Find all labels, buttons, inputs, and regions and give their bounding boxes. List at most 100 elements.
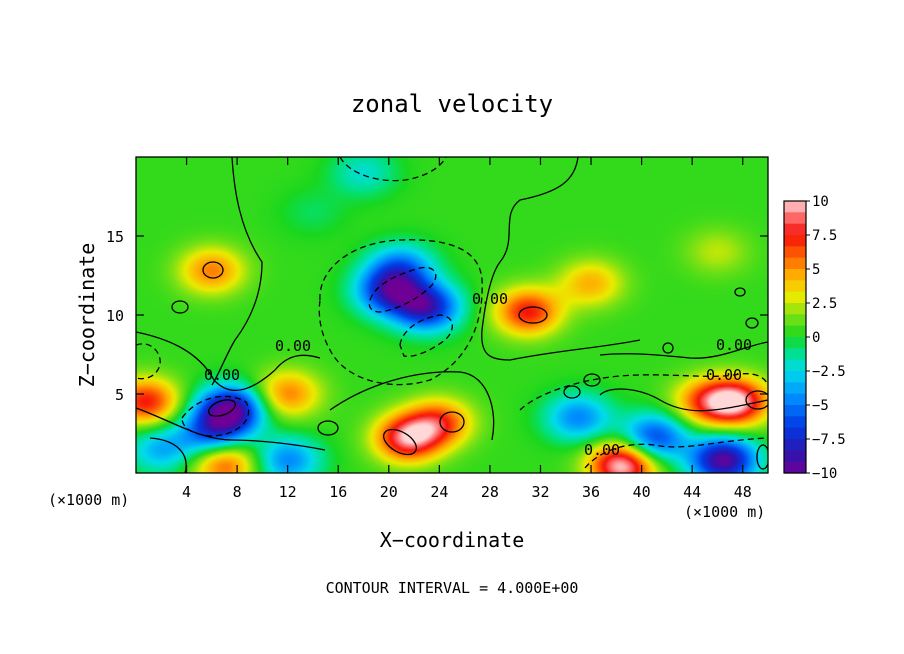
x-tick-label: 48 <box>734 483 752 501</box>
colorbar-label: 5 <box>812 262 820 278</box>
colorbar-cell <box>784 382 806 395</box>
x-tick-label: 16 <box>329 483 347 501</box>
contour-zero-line <box>149 437 187 473</box>
contour-negative-line <box>584 437 768 469</box>
colorbar-cell <box>784 246 806 259</box>
colorbar-cell <box>784 325 806 338</box>
contour-zero-line <box>481 157 641 361</box>
colorbar-label: −5 <box>812 398 829 414</box>
x-tick-label: 20 <box>380 483 398 501</box>
contour-zero-line <box>136 407 326 451</box>
colorbar-cell <box>784 201 806 213</box>
y-axis-label: Z−coordinate <box>75 243 99 388</box>
colorbar-cell <box>784 212 806 225</box>
contour-label: 0.00 <box>716 336 752 354</box>
x-unit-label-right: (×1000 m) <box>684 503 765 521</box>
colorbar: 10 7.5 5 2.5 0 −2.5 −5 −7.5 −10 <box>783 194 846 482</box>
colorbar-cell <box>784 269 806 281</box>
contour-zero-loop <box>745 317 759 329</box>
contour-interval-note: CONTOUR INTERVAL = 4.000E+00 <box>326 579 579 597</box>
colorbar-label: 10 <box>812 194 829 210</box>
contour-zero-loop <box>756 444 768 470</box>
chart-title: zonal velocity <box>351 90 553 118</box>
contour-zero-line <box>136 331 321 391</box>
contour-label: 0.00 <box>584 441 620 459</box>
contour-zero-loop <box>171 300 189 314</box>
contour-zero-line <box>599 388 768 412</box>
contour-zero-loop <box>662 342 674 354</box>
colorbar-label: −10 <box>812 466 837 482</box>
colorbar-label: 0 <box>812 330 820 346</box>
colorbar-cell <box>784 439 806 451</box>
y-tick-label: 15 <box>106 228 124 246</box>
plot-area: 0.00 0.00 0.00 0.00 0.00 0.00 <box>136 157 768 473</box>
x-tick-label: 24 <box>430 483 448 501</box>
colorbar-label: 2.5 <box>812 296 837 312</box>
colorbar-cell <box>784 450 806 463</box>
contour-zero-loop <box>563 385 581 399</box>
contour-negative-line <box>368 266 437 313</box>
colorbar-label: 7.5 <box>812 228 837 244</box>
x-tick-label: 28 <box>481 483 499 501</box>
contour-negative-loop <box>207 399 237 417</box>
contour-label: 0.00 <box>706 366 742 384</box>
colorbar-cell <box>784 257 806 270</box>
colorbar-cell <box>784 235 806 247</box>
x-axis-label: X−coordinate <box>380 528 525 552</box>
colorbar-cell <box>784 337 806 349</box>
colorbar-label: −2.5 <box>812 364 846 380</box>
contour-zero-loop <box>734 287 746 297</box>
contour-label: 0.00 <box>204 366 240 384</box>
colorbar-cell <box>784 461 806 474</box>
y-tick-label: 10 <box>106 307 124 325</box>
x-tick-label: 44 <box>683 483 701 501</box>
contour-negative-line <box>136 343 161 380</box>
colorbar-cell <box>784 427 806 440</box>
contour-negative-line <box>181 395 250 437</box>
x-tick-label: 36 <box>582 483 600 501</box>
colorbar-cell <box>784 291 806 304</box>
colorbar-cell <box>784 314 806 327</box>
velocity-field <box>136 157 768 473</box>
contour-negative-line <box>519 373 768 411</box>
contour-positive-loop <box>518 306 548 324</box>
contour-zero-loop <box>317 420 339 436</box>
contour-positive-loop <box>745 390 768 410</box>
contour-zero-loop <box>202 261 224 279</box>
contour-zero-loop <box>583 373 601 387</box>
colorbar-labels: 10 7.5 5 2.5 0 −2.5 −5 −7.5 −10 <box>806 194 846 482</box>
contour-zero-line <box>211 157 263 386</box>
x-tick-label: 8 <box>233 483 242 501</box>
colorbar-cell <box>784 393 806 406</box>
x-tick-label: 32 <box>531 483 549 501</box>
colorbar-cell <box>784 405 806 417</box>
x-tick-label: 40 <box>633 483 651 501</box>
x-tick-label: 4 <box>182 483 191 501</box>
contour-labels: 0.00 0.00 0.00 0.00 0.00 0.00 <box>204 290 752 459</box>
colorbar-label: −7.5 <box>812 432 846 448</box>
contour-label: 0.00 <box>275 337 311 355</box>
contour-negative-line <box>318 239 483 386</box>
colorbar-cells <box>784 201 806 474</box>
x-axis: 4 8 12 16 20 24 28 32 36 40 44 48 <box>182 157 752 501</box>
y-axis: 5 10 15 <box>106 228 768 404</box>
colorbar-cell <box>784 359 806 372</box>
colorbar-cell <box>784 348 806 361</box>
colorbar-cell <box>784 223 806 236</box>
colorbar-cell <box>784 303 806 315</box>
contour-label: 0.00 <box>472 290 508 308</box>
contour-negative-line <box>399 314 453 357</box>
contour-negative-group <box>136 157 768 469</box>
colorbar-cell <box>784 416 806 429</box>
x-tick-label: 12 <box>279 483 297 501</box>
contour-positive-loop <box>382 428 418 456</box>
contour-zero-line <box>329 371 495 441</box>
contour-positive-loop <box>439 411 465 433</box>
contour-zero-line <box>599 341 768 359</box>
contour-lines <box>136 157 768 473</box>
y-tick-label: 5 <box>115 386 124 404</box>
colorbar-cell <box>784 280 806 293</box>
colorbar-cell <box>784 371 806 383</box>
x-unit-label-left: (×1000 m) <box>48 491 129 509</box>
